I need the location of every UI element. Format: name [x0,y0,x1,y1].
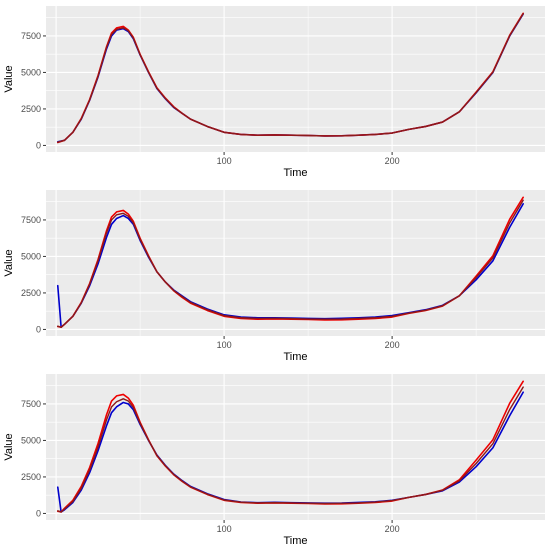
chart-panel-middle: 100 200 0 2500 5000 7500 Time Value [3,190,545,363]
x-tick-label: 100 [217,156,232,166]
x-axis-title: Time [283,351,307,363]
panel-background [46,190,545,336]
y-tick-label: 5000 [21,435,41,445]
x-tick-label: 200 [385,524,400,534]
series-line-3 [57,199,524,328]
x-axis-title: Time [283,535,307,547]
y-axis-title: Value [3,65,15,92]
x-axis-title: Time [283,167,307,179]
y-tick-label: 7500 [21,31,41,41]
x-tick-label: 200 [385,340,400,350]
y-tick-label: 0 [36,324,41,334]
y-tick-label: 5000 [21,251,41,261]
y-axis-title: Value [3,433,15,460]
series-line-3 [57,386,524,513]
panel-background [46,374,545,520]
y-tick-label: 7500 [21,215,41,225]
x-tick-label: 100 [217,524,232,534]
y-tick-label: 7500 [21,399,41,409]
y-tick-label: 2500 [21,104,41,114]
y-tick-label: 2500 [21,288,41,298]
y-axis-title: Value [3,249,15,276]
chart-panel-top: 100 200 0 2500 5000 7500 Time Value [3,6,545,179]
x-tick-label: 200 [385,156,400,166]
y-tick-label: 0 [36,508,41,518]
y-tick-label: 0 [36,140,41,150]
series-line-3 [57,13,524,143]
y-tick-label: 2500 [21,472,41,482]
y-tick-label: 5000 [21,67,41,77]
chart-panel-bottom: 100 200 0 2500 5000 7500 Time Value [3,374,545,547]
x-tick-label: 100 [217,340,232,350]
